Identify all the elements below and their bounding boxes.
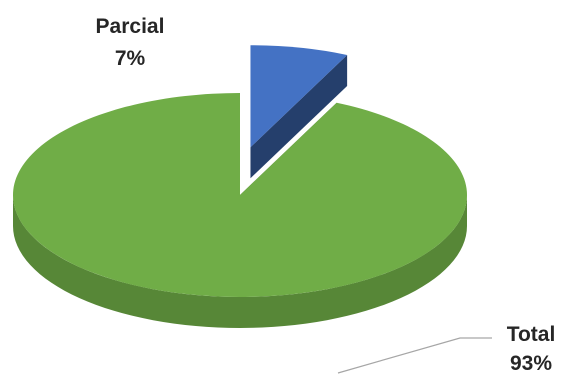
slice-top-total: [12, 93, 467, 297]
slice-value-parcial: 7%: [115, 47, 146, 70]
slice-top-parcial: [250, 45, 348, 148]
pie-slices: [12, 45, 467, 328]
slice-side-parcial-1: [250, 54, 348, 179]
pie-slice-parcial: [250, 45, 348, 179]
leader-line-total: [337, 337, 492, 374]
pie-slice-total: [12, 93, 467, 328]
slice-wall-total: [13, 195, 467, 328]
slice-value-total: 93%: [510, 352, 552, 375]
slice-label-total: Total: [507, 323, 556, 346]
slice-label-parcial: Parcial: [96, 15, 165, 38]
